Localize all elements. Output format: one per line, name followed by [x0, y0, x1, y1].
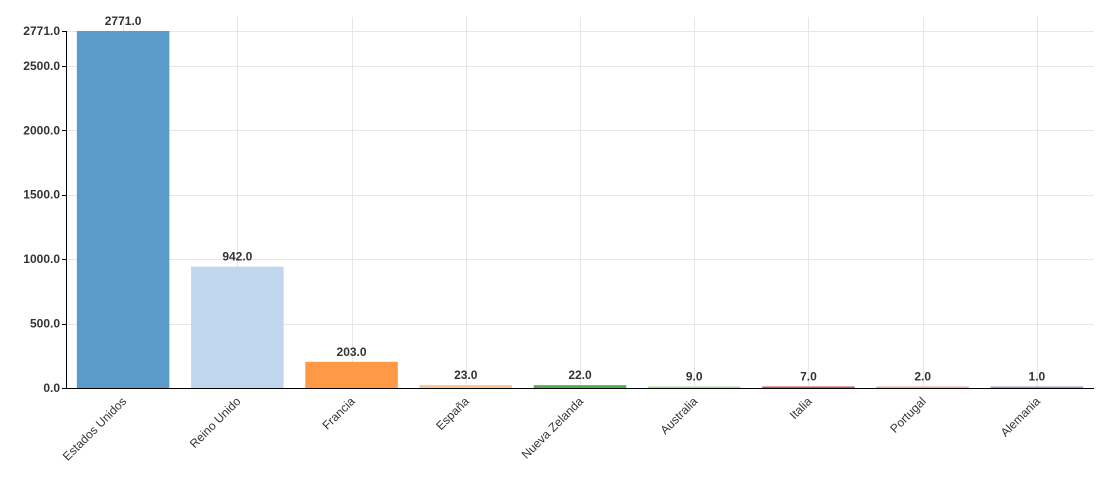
x-tick-label: Portugal: [887, 394, 929, 436]
data-label: 23.0: [454, 368, 478, 382]
bar-estados-unidos: [76, 31, 170, 388]
x-tick-label: Nueva Zelanda: [519, 394, 587, 462]
x-tick-label: España: [433, 394, 472, 433]
data-label: 2.0: [914, 370, 931, 384]
labels-layer: 2771.0 Estados Unidos 942.0 Reino Unido 203.…: [23, 14, 1045, 464]
y-tick-label: 0.0: [43, 381, 60, 395]
data-label: 203.0: [337, 345, 367, 359]
x-tick-label: Francia: [319, 394, 357, 432]
data-label: 22.0: [568, 368, 592, 382]
bar-nueva-zelanda: [533, 385, 627, 388]
bar-alemania: [990, 386, 1084, 388]
y-tick-label: 2500.0: [23, 59, 60, 73]
y-tick-label: 2000.0: [23, 123, 60, 137]
bar-australia: [647, 386, 741, 388]
axis-layer: [62, 31, 1094, 389]
x-tick-label: Estados Unidos: [60, 394, 129, 463]
data-label: 7.0: [800, 370, 817, 384]
data-label: 2771.0: [105, 14, 142, 28]
bar-españa: [419, 385, 513, 388]
data-label: 1.0: [1029, 370, 1046, 384]
y-tick-label: 1000.0: [23, 252, 60, 266]
x-tick-label: Reino Unido: [187, 394, 244, 451]
y-tick-label: 2771.0: [23, 24, 60, 38]
bar-francia: [305, 361, 398, 388]
bar-portugal: [876, 386, 969, 388]
x-tick-label: Alemania: [998, 394, 1044, 440]
x-tick-label: Italia: [787, 394, 815, 422]
y-tick-label: 500.0: [30, 317, 60, 331]
bars-layer: [76, 31, 1084, 388]
bar-reino-unido: [191, 266, 284, 388]
bar-italia: [762, 386, 855, 388]
grid-layer: [66, 17, 1094, 388]
data-label: 942.0: [222, 250, 252, 264]
y-tick-label: 1500.0: [23, 188, 60, 202]
data-label: 9.0: [686, 370, 703, 384]
x-tick-label: Australia: [657, 394, 700, 437]
